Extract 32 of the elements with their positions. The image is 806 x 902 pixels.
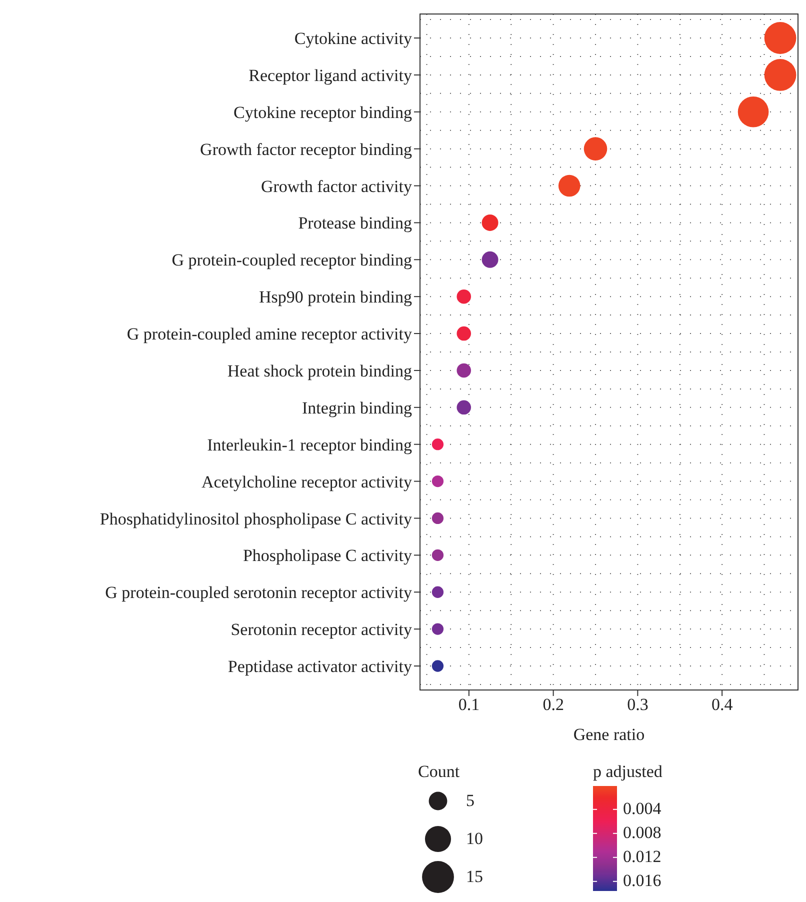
x-tick-label: 0.2 [542,695,564,714]
legend-label: 10 [466,829,483,849]
y-tick-label: Phospholipase C activity [242,546,412,566]
y-tick-label: Cytokine activity [294,29,412,48]
x-tick-label: 0.3 [627,695,648,714]
x-tick-label: 0.4 [711,695,734,714]
y-tick-label: Hsp90 protein binding [259,288,412,307]
color-bar-title: p adjusted [593,762,662,781]
color-bar-label: 0.008 [623,823,662,844]
legend-label: 5 [466,791,474,811]
y-tick-label: G protein-coupled amine receptor activity [126,324,412,344]
y-tick-label: Cytokine receptor binding [234,102,412,122]
y-tick-label: Serotonin receptor activity [230,620,412,640]
y-tick-label: Growth factor receptor binding [200,140,412,159]
x-axis-title: Gene ratio [573,725,645,744]
y-tick-label: Integrin binding [302,398,412,418]
y-tick-label: Peptidase activator activity [228,657,412,676]
y-tick-label: Receptor ligand activity [248,66,412,85]
y-tick-label: G protein-coupled receptor binding [172,250,412,270]
color-bar-label: 0.004 [623,799,662,820]
color-bar-label: 0.012 [623,847,662,868]
legend-title: Count [418,762,461,782]
y-tick-label: Protease binding [298,214,412,233]
y-tick-label: Acetylcholine receptor activity [201,472,412,492]
y-tick-label: Heat shock protein binding [227,362,412,381]
y-tick-label: G protein-coupled serotonin receptor activity [105,583,412,602]
color-bar-label: 0.016 [623,871,662,892]
y-tick-label: Interleukin-1 receptor binding [207,435,412,454]
y-tick-label: Phosphatidylinositol phospholipase C activity [100,509,412,528]
y-tick-label: Growth factor activity [260,176,412,196]
legend-label: 15 [466,867,483,887]
x-tick-label: 0.1 [458,695,480,714]
